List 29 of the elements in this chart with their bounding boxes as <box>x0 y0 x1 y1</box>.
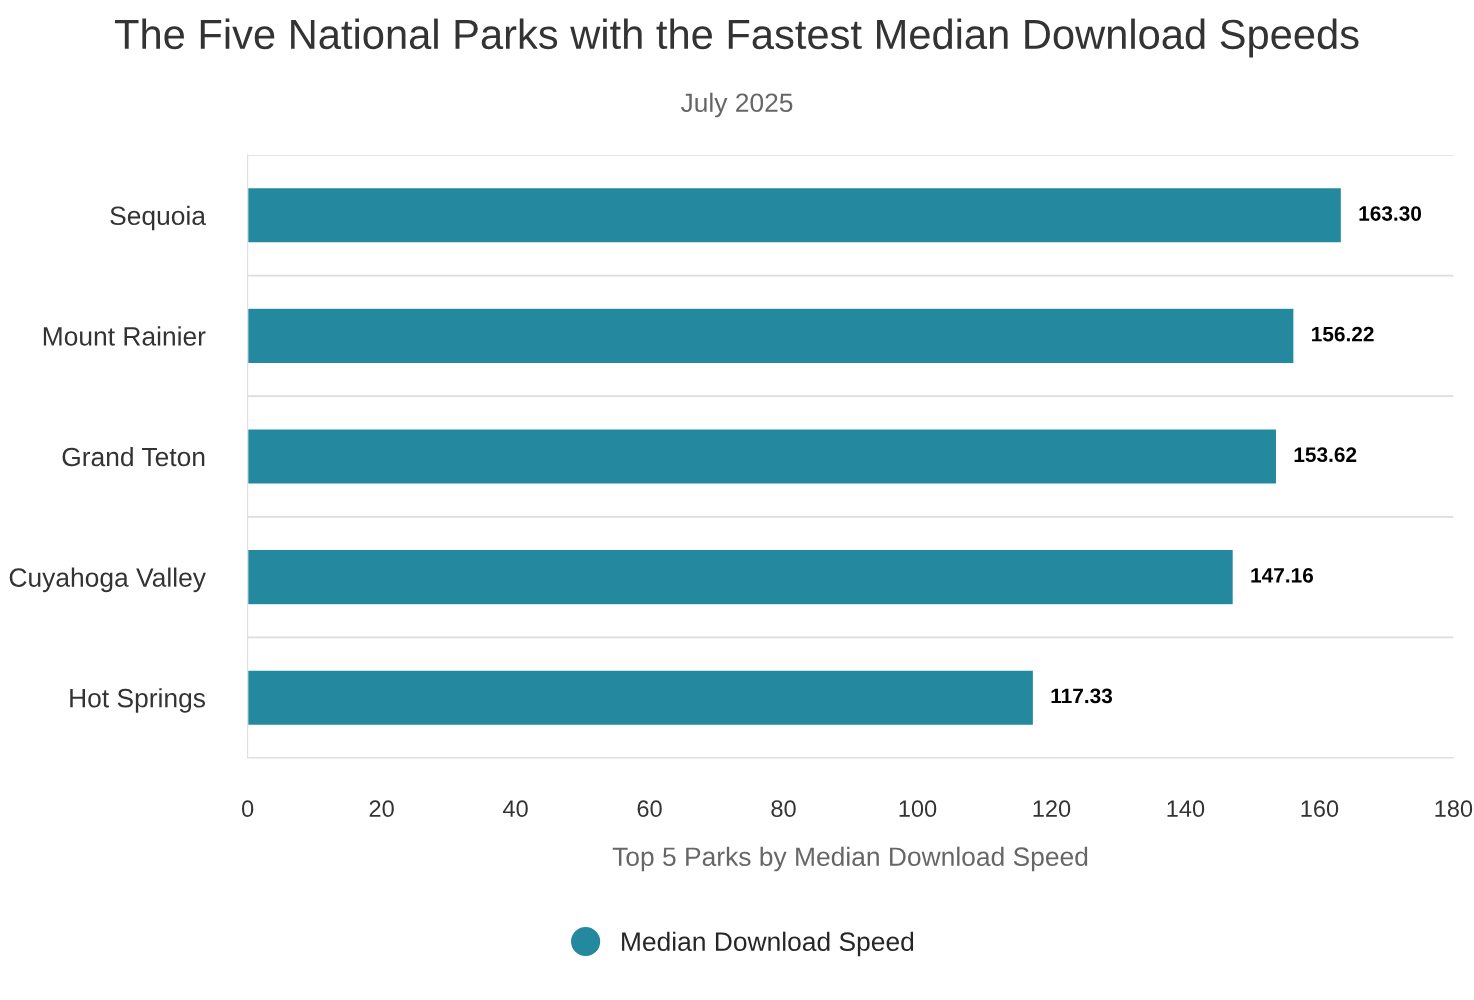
x-tick-label: 160 <box>1301 800 1339 818</box>
x-tick-label: 40 <box>502 800 528 818</box>
x-tick-label: 20 <box>369 800 394 818</box>
chart-title: The Five National Parks with the Fastest Median Download Speeds <box>114 18 1359 58</box>
x-tick-label: 80 <box>771 800 796 818</box>
y-tick-label: Hot Springs <box>70 688 206 713</box>
data-label: 153.62 <box>1294 447 1357 463</box>
y-tick-label: Cuyahoga Valley <box>9 567 206 593</box>
bar <box>247 548 1235 606</box>
legend-label: Median Download Speed <box>622 931 914 957</box>
data-label: 163.30 <box>1359 206 1422 221</box>
bar <box>247 669 1035 727</box>
bar <box>247 186 1343 244</box>
bar <box>247 428 1278 485</box>
y-tick-label: Grand Teton <box>62 446 205 467</box>
y-tick-label: Mount Rainier <box>43 326 206 346</box>
data-label: 156.22 <box>1312 326 1374 342</box>
y-tick-label: Sequoia <box>110 205 206 231</box>
x-tick-label: 100 <box>899 800 937 818</box>
x-tick-label: 140 <box>1167 800 1205 818</box>
x-axis-title: Top 5 Parks by Median Download Speed <box>612 846 1088 872</box>
bar <box>247 307 1295 365</box>
x-tick-label: 60 <box>637 800 662 818</box>
x-tick-label: 180 <box>1435 800 1473 818</box>
x-tick-label: 0 <box>241 800 254 818</box>
chart-subtitle: July 2025 <box>680 92 793 118</box>
data-label: 117.33 <box>1051 688 1113 704</box>
x-tick-label: 120 <box>1033 800 1071 818</box>
data-label: 147.16 <box>1251 567 1314 583</box>
